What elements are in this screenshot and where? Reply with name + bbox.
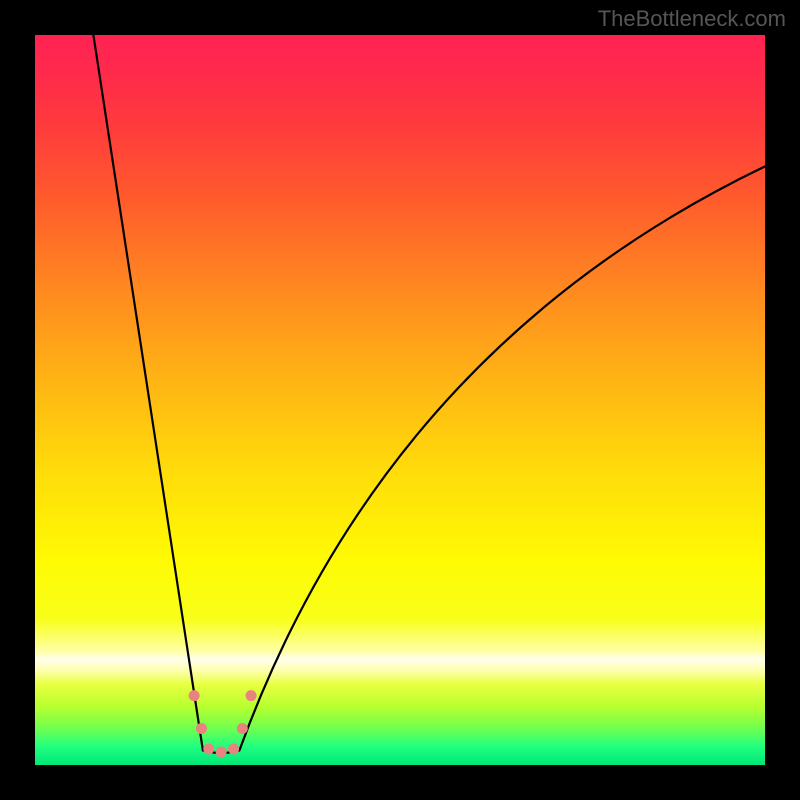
- chart-svg: [35, 35, 765, 765]
- plot-area: [35, 35, 765, 765]
- marker-dot: [246, 690, 257, 701]
- marker-dot: [237, 723, 248, 734]
- marker-group: [189, 690, 257, 757]
- marker-dot: [216, 746, 227, 757]
- watermark-text: TheBottleneck.com: [598, 6, 786, 32]
- marker-dot: [228, 743, 239, 754]
- marker-dot: [189, 690, 200, 701]
- marker-dot: [203, 743, 214, 754]
- marker-dot: [196, 723, 207, 734]
- bottleneck-curve: [93, 35, 765, 753]
